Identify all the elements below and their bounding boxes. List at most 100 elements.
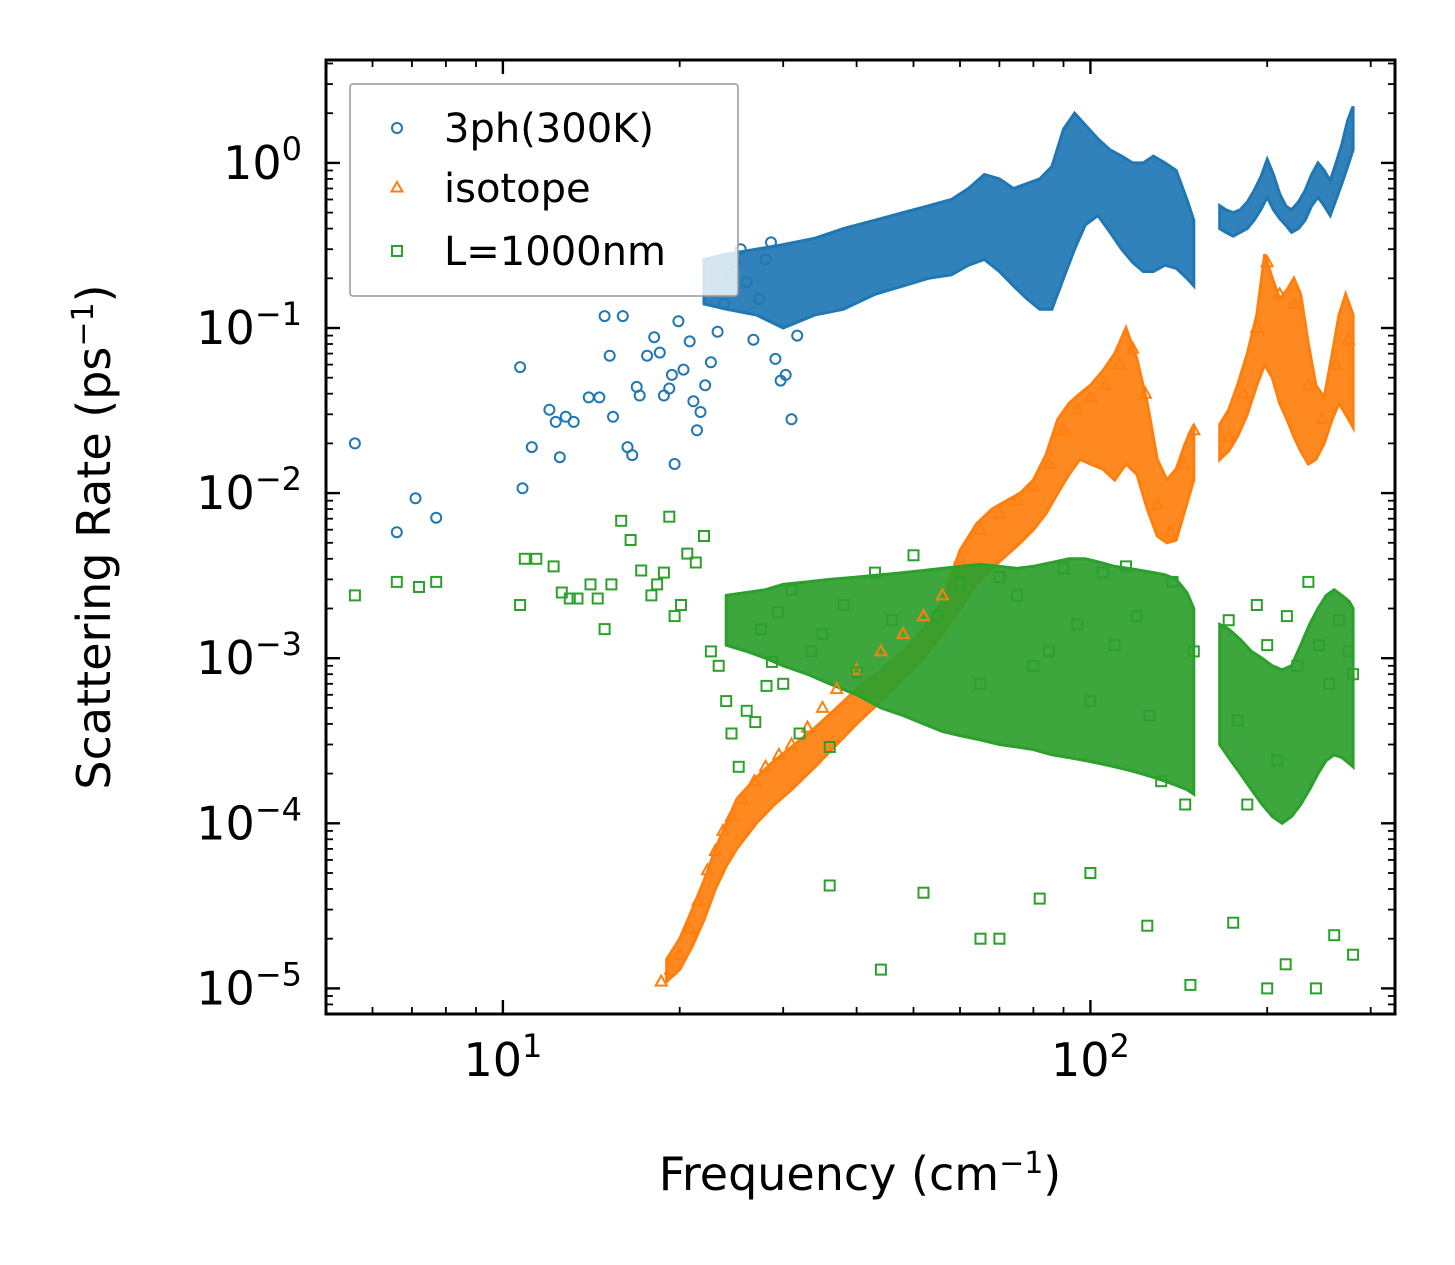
point-l-1000nm-83 (823, 879, 836, 892)
point-isotope-1 (663, 961, 678, 975)
point-l-1000nm-43 (823, 741, 836, 753)
point-l-1000nm-93 (1279, 958, 1292, 971)
point-l-1000nm-55 (1042, 645, 1055, 658)
point-l-1000nm-53 (1011, 589, 1023, 602)
point-l-1000nm-46 (869, 566, 881, 579)
point-l-1000nm-86 (993, 932, 1006, 945)
point-isotope-8 (724, 808, 739, 822)
point-3ph-300k-34 (694, 406, 707, 418)
point-3ph-300k-28 (668, 458, 681, 470)
point-l-1000nm-77 (1313, 639, 1325, 652)
point-l-1000nm-31 (732, 760, 745, 773)
point-l-1000nm-95 (1328, 929, 1341, 942)
point-isotope-12 (771, 746, 787, 760)
point-3ph-300k-26 (663, 382, 676, 395)
point-l-1000nm-94 (1309, 982, 1322, 995)
point-3ph-300k-5 (516, 482, 529, 495)
point-3ph-300k-47 (769, 352, 782, 365)
point-l-1000nm-59 (1096, 566, 1109, 579)
point-l-1000nm-81 (1347, 668, 1360, 681)
point-isotope-40 (1236, 385, 1251, 399)
point-isotope-21 (935, 587, 950, 601)
point-l-1000nm-39 (785, 583, 798, 596)
point-l-1000nm-10 (571, 592, 584, 605)
legend-label-3ph: 3ph(300K) (444, 106, 654, 152)
y-axis-label: Scattering Rate (ps−1) (66, 284, 122, 789)
point-isotope-28 (1056, 422, 1071, 436)
x-axis-label: Frequency (cm−1) (659, 1146, 1062, 1202)
point-3ph-300k-51 (791, 329, 804, 342)
point-3ph-300k-50 (785, 413, 798, 426)
point-isotope-20 (916, 608, 931, 622)
point-l-1000nm-88 (1084, 867, 1097, 879)
point-isotope-0 (654, 973, 669, 987)
point-l-1000nm-57 (1071, 618, 1084, 631)
point-isotope-35 (1150, 496, 1165, 510)
point-l-1000nm-75 (1291, 659, 1304, 672)
point-l-1000nm-85 (974, 932, 987, 945)
legend-entry-boundary: L=1000nm (391, 229, 666, 275)
tick-labels: 101 102 100 10−1 10−2 10−3 10−4 10−5 (196, 130, 1130, 1087)
point-l-1000nm-16 (624, 534, 637, 546)
point-l-1000nm-80 (1342, 645, 1355, 658)
point-l-1000nm-11 (584, 578, 597, 591)
point-3ph-300k-15 (603, 349, 616, 362)
point-l-1000nm-61 (1120, 560, 1132, 573)
point-l-1000nm-32 (740, 704, 753, 717)
legend-marker-isotope (389, 180, 405, 193)
legend-label-boundary: L=1000nm (444, 229, 666, 275)
point-isotope-23 (973, 521, 988, 535)
point-l-1000nm-89 (1141, 919, 1154, 932)
point-3ph-300k-33 (691, 424, 703, 437)
point-3ph-300k-4 (514, 361, 527, 374)
point-l-1000nm-78 (1323, 677, 1336, 690)
y-tick-label-3: 10−3 (196, 625, 302, 685)
point-3ph-300k-49 (779, 368, 792, 381)
point-l-1000nm-25 (689, 556, 702, 569)
point-isotope-22 (952, 550, 968, 564)
point-l-1000nm-49 (931, 610, 944, 623)
y-tick-label-2: 10−2 (196, 460, 302, 520)
point-l-1000nm-64 (1155, 775, 1168, 788)
point-3ph-300k-6 (525, 441, 538, 454)
point-l-1000nm-41 (805, 645, 818, 658)
point-isotope-36 (1163, 524, 1178, 538)
point-l-1000nm-3 (430, 575, 443, 588)
point-isotope-2 (672, 946, 687, 960)
point-l-1000nm-30 (725, 727, 738, 740)
point-l-1000nm-51 (974, 677, 987, 690)
point-l-1000nm-91 (1227, 916, 1240, 929)
point-3ph-300k-43 (747, 333, 760, 346)
point-l-1000nm-67 (1187, 645, 1200, 658)
point-l-1000nm-6 (530, 552, 543, 565)
point-3ph-300k-7 (543, 403, 556, 416)
point-l-1000nm-2 (413, 581, 425, 593)
point-l-1000nm-12 (591, 592, 604, 605)
x-tick-label-100: 102 (1051, 1027, 1130, 1087)
point-isotope-43 (1272, 286, 1287, 300)
point-l-1000nm-21 (663, 510, 676, 523)
point-isotope-32 (1112, 356, 1127, 370)
y-tick-label-4: 10−4 (196, 790, 302, 850)
legend-entry-isotope: isotope (389, 166, 591, 212)
point-l-1000nm-90 (1184, 978, 1197, 991)
point-l-1000nm-27 (704, 645, 717, 658)
point-l-1000nm-74 (1280, 610, 1293, 623)
point-isotope-37 (1176, 455, 1191, 469)
point-3ph-300k-35 (699, 379, 712, 392)
point-3ph-300k-16 (607, 410, 619, 423)
point-l-1000nm-23 (675, 599, 687, 611)
point-3ph-300k-46 (765, 236, 777, 249)
point-l-1000nm-63 (1143, 709, 1156, 722)
point-isotope-42 (1260, 254, 1275, 268)
point-isotope-38 (1186, 422, 1201, 436)
point-isotope-30 (1083, 389, 1098, 403)
point-3ph-300k-14 (598, 310, 611, 323)
point-isotope-46 (1314, 411, 1330, 425)
point-3ph-300k-3 (430, 511, 443, 524)
point-l-1000nm-82 (874, 963, 887, 976)
legend: 3ph(300K) isotope L=1000nm (349, 83, 739, 297)
y-tick-label-5: 10−5 (196, 955, 302, 1015)
point-isotope-17 (849, 661, 864, 675)
